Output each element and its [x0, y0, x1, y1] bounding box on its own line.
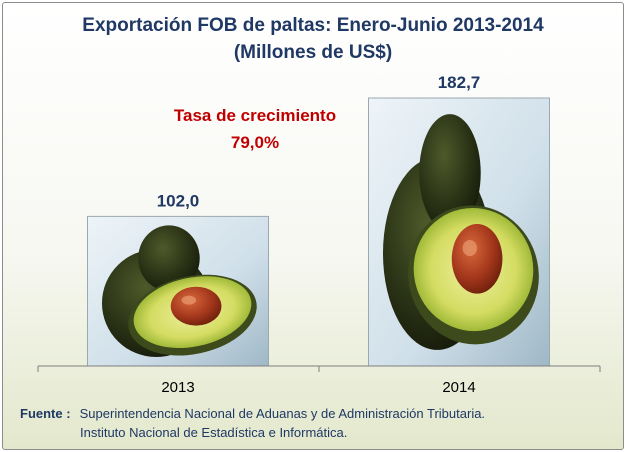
bars-group: [87, 97, 550, 367]
source-line-2: Instituto Nacional de Estadística e Info…: [80, 425, 348, 440]
avocado-image: [101, 225, 257, 358]
value-label-2014: 182,7: [438, 73, 481, 92]
chart-subtitle: (Millones de US$): [233, 42, 393, 63]
category-label-2013: 2013: [161, 379, 194, 396]
chart-title: Exportación FOB de paltas: Enero-Junio 2…: [82, 15, 544, 36]
bar-2014: [368, 97, 550, 367]
bar-2013: [87, 215, 269, 367]
growth-rate-value: 79,0%: [230, 133, 280, 152]
source-note: Fuente : Superintendencia Nacional de Ad…: [20, 404, 610, 442]
avocado-image: [382, 114, 539, 350]
growth-rate-label: Tasa de crecimiento: [173, 106, 337, 125]
labels-group: 102,0 2013 182,7 2014: [157, 73, 481, 396]
category-label-2014: 2014: [442, 379, 475, 396]
source-line-1: Superintendencia Nacional de Aduanas y d…: [79, 406, 486, 421]
source-label: Fuente :: [20, 406, 71, 421]
value-label-2013: 102,0: [157, 191, 200, 210]
